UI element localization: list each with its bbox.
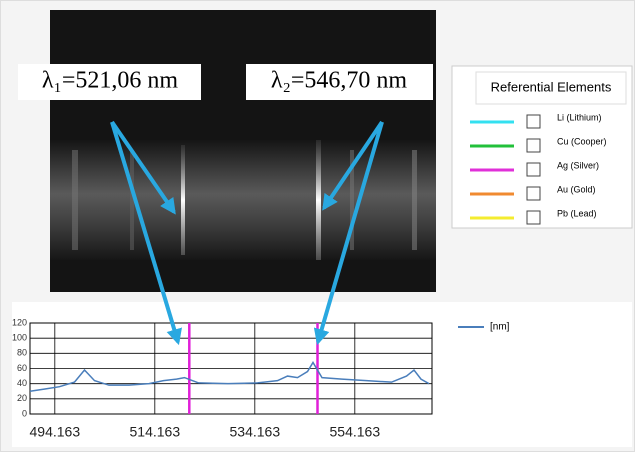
- element-checkbox[interactable]: [526, 114, 541, 129]
- x-tick-label: 514.163: [130, 424, 181, 440]
- arrows: [110, 120, 384, 346]
- x-tick-label: 494.163: [30, 424, 81, 440]
- y-tick-label: 100: [12, 333, 27, 343]
- y-tick-label: 120: [12, 317, 27, 327]
- y-tick-label: 0: [22, 408, 27, 418]
- y-tick-label: 60: [17, 363, 27, 373]
- legend-title: Referential Elements: [491, 79, 612, 94]
- element-label: Ag (Silver): [557, 160, 599, 170]
- x-tick-label: 554.163: [330, 424, 381, 440]
- legend-header: [475, 71, 627, 105]
- element-label: Pb (Lead): [557, 208, 597, 218]
- annotation-box: [18, 64, 201, 100]
- element-checkbox[interactable]: [526, 210, 541, 225]
- annotation-box: [246, 64, 433, 100]
- element-label: Cu (Cooper): [557, 136, 607, 146]
- element-label: Au (Gold): [557, 184, 596, 194]
- spectrum-image: [50, 10, 436, 292]
- chart: 0 20 40 60 80 100 120 494.163 514.163 534.163 554.…: [12, 317, 510, 439]
- element-label: Li (Lithium): [557, 112, 602, 122]
- data-line: [29, 360, 430, 392]
- y-tick-label: 80: [17, 348, 27, 358]
- element-checkbox[interactable]: [526, 138, 541, 153]
- y-tick-label: 20: [17, 393, 27, 403]
- legend-items: Li (Lithium) Cu (Cooper) Ag (Silver) Au (Go…: [470, 112, 607, 225]
- annotation: λ₂=546,70 nm: [271, 68, 408, 94]
- x-tick-label: 534.163: [230, 424, 281, 440]
- y-tick-label: 40: [17, 378, 27, 388]
- element-checkbox[interactable]: [526, 162, 541, 177]
- element-checkbox[interactable]: [526, 186, 541, 201]
- legend-label: [nm]: [490, 322, 510, 333]
- annotation: λ₁=521,06 nm: [42, 68, 179, 94]
